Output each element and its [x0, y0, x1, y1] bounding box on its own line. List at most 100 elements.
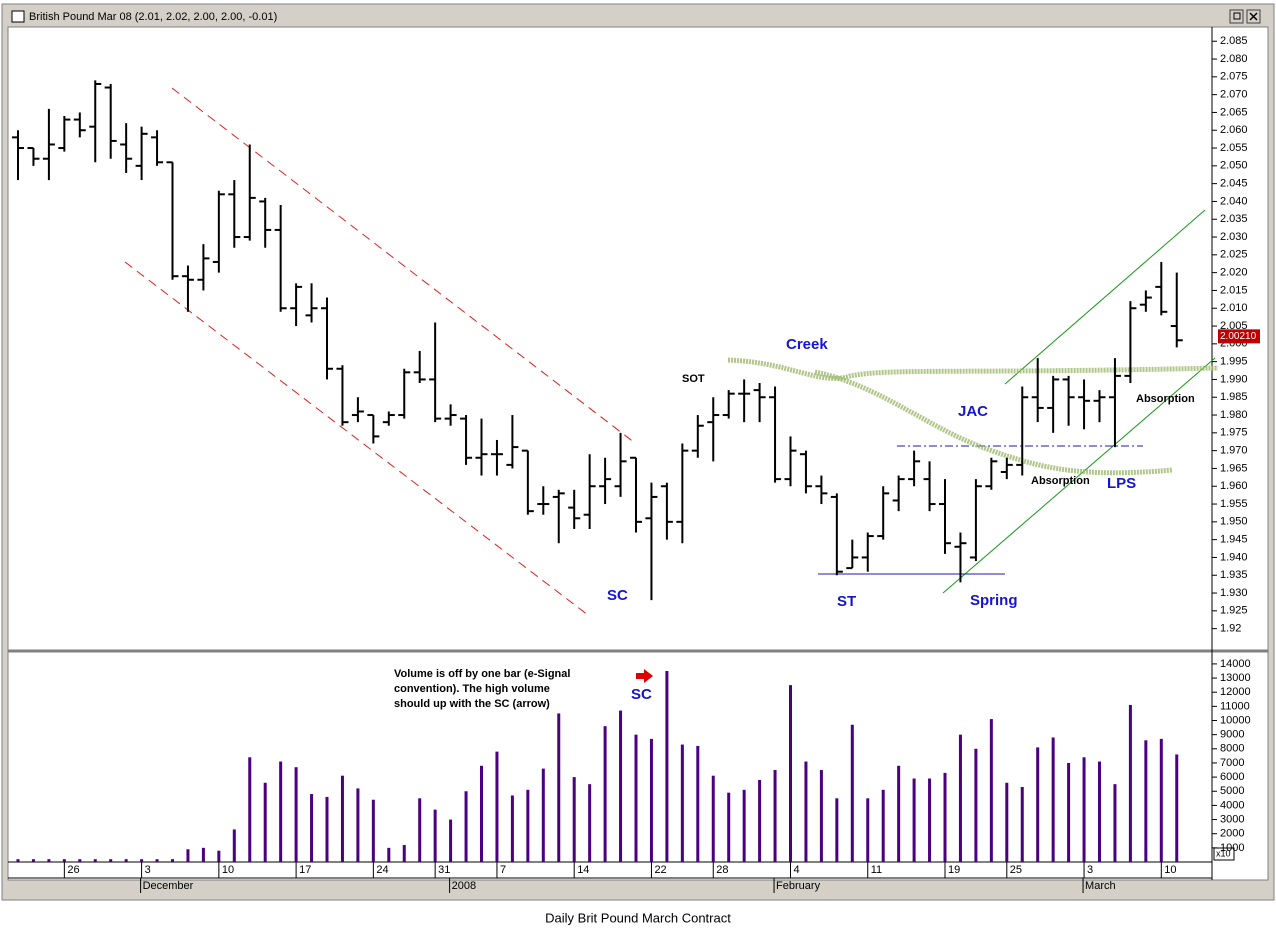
volume-bar — [171, 859, 174, 862]
volume-bar — [989, 719, 993, 862]
volume-bar — [1128, 704, 1132, 862]
volume-bar — [387, 847, 391, 862]
volume-bar — [773, 770, 777, 862]
restore-icon — [1233, 12, 1241, 20]
y-tick-label: 1.955 — [1220, 498, 1248, 510]
volume-bar — [1020, 787, 1024, 862]
x-tick-label: 25 — [1010, 864, 1022, 876]
volume-bar — [356, 788, 360, 862]
volume-bar — [418, 798, 422, 862]
x-tick-label: 17 — [299, 864, 311, 876]
volume-bar — [1067, 762, 1071, 862]
volume-bar — [294, 767, 298, 862]
volume-bar — [1175, 754, 1179, 862]
y-tick-label: 2.025 — [1220, 249, 1248, 261]
volume-bar — [1005, 782, 1009, 862]
last-value-box — [1218, 329, 1260, 344]
volume-bar — [279, 761, 283, 862]
volume-bar — [835, 798, 839, 862]
x-tick-label: 10 — [1164, 864, 1176, 876]
annotation: JAC — [958, 403, 988, 420]
x-tick-label: 19 — [948, 864, 960, 876]
annotation: SC — [607, 587, 628, 604]
y-tick-label: 2.055 — [1220, 142, 1248, 154]
volume-bar — [912, 778, 916, 862]
volume-bar — [248, 757, 252, 862]
month-label: 2008 — [452, 880, 476, 892]
volume-bar — [1036, 747, 1040, 862]
volume-note: convention). The high volume — [394, 683, 550, 695]
y-tick-label: 13000 — [1220, 672, 1251, 684]
volume-bar — [140, 859, 144, 862]
arrow — [636, 669, 653, 683]
volume-bar — [541, 768, 545, 862]
volume-bar — [588, 784, 592, 862]
volume-note: should up with the SC (arrow) — [394, 698, 550, 710]
y-tick-label: 12000 — [1220, 686, 1251, 698]
volume-bar — [16, 859, 20, 862]
annotation: LPS — [1107, 475, 1136, 492]
x-tick-label: 22 — [654, 864, 666, 876]
y-tick-label: 2000 — [1220, 828, 1244, 840]
y-tick-label: 2.010 — [1220, 302, 1248, 314]
caption: Daily Brit Pound March Contract — [545, 910, 731, 925]
volume-bar — [124, 859, 128, 862]
volume-bar — [665, 670, 669, 862]
window-icon — [11, 10, 25, 23]
volume-bar — [464, 791, 468, 862]
y-tick-label: 3000 — [1220, 813, 1244, 825]
y-tick-label: 1.985 — [1220, 391, 1248, 403]
y-tick-label: 1.990 — [1220, 373, 1248, 385]
close-icon — [1249, 12, 1258, 21]
x-tick-label: 26 — [67, 864, 79, 876]
y-tick-label: 2.040 — [1220, 195, 1248, 207]
volume-bar — [325, 796, 329, 862]
volume-bar — [634, 734, 638, 862]
y-tick-label: 2.005 — [1220, 320, 1248, 332]
volume-note: Volume is off by one bar (e-Signal — [394, 668, 570, 680]
annotation: Creek — [786, 336, 828, 353]
y-tick-label: 2.065 — [1220, 106, 1248, 118]
x-tick-label: 4 — [794, 864, 800, 876]
x-tick-label: 7 — [500, 864, 506, 876]
volume-bar — [727, 792, 731, 862]
volume-bar — [78, 859, 82, 862]
volume-bar — [217, 850, 221, 862]
volume-bar — [974, 748, 978, 862]
y-tick-label: 10000 — [1220, 714, 1251, 726]
volume-bar — [47, 859, 51, 862]
y-tick-label: 4000 — [1220, 799, 1244, 811]
trend-line — [942, 357, 1216, 594]
y-tick-label: 2.080 — [1220, 53, 1248, 65]
y-tick-label: 2.075 — [1220, 71, 1248, 83]
x-tick-label: 3 — [1087, 864, 1093, 876]
y-tick-label: 2.070 — [1220, 89, 1248, 101]
volume-bar — [62, 859, 66, 862]
volume-bar — [1144, 740, 1148, 862]
month-label: December — [143, 880, 194, 892]
volume-bar — [1159, 738, 1163, 862]
volume-bar — [897, 765, 901, 862]
window-title: British Pound Mar 08 (2.01, 2.02, 2.00, … — [29, 11, 277, 23]
chart-area — [7, 26, 1269, 881]
volume-bar — [804, 761, 808, 862]
annotation: ST — [837, 593, 856, 610]
y-tick-label: 11000 — [1220, 700, 1250, 712]
volume-bar — [742, 789, 746, 862]
volume-bar — [232, 829, 236, 862]
y-tick-label: 14000 — [1220, 658, 1251, 670]
volume-bar — [928, 778, 932, 862]
y-tick-label: 1.950 — [1220, 516, 1248, 528]
y-tick-label: 1.970 — [1220, 445, 1248, 457]
volume-bar — [711, 775, 715, 862]
y-tick-label: 2.015 — [1220, 284, 1248, 296]
x-tick-label: 11 — [871, 864, 882, 876]
restore-button[interactable] — [1229, 9, 1244, 24]
volume-bar — [155, 859, 159, 862]
creek-curve — [727, 357, 1219, 381]
annotation: Absorption — [1031, 475, 1090, 487]
volume-bar — [603, 726, 607, 862]
x-tick-label: 24 — [376, 864, 388, 876]
volume-bar — [557, 713, 561, 862]
volume-bar — [758, 779, 762, 862]
